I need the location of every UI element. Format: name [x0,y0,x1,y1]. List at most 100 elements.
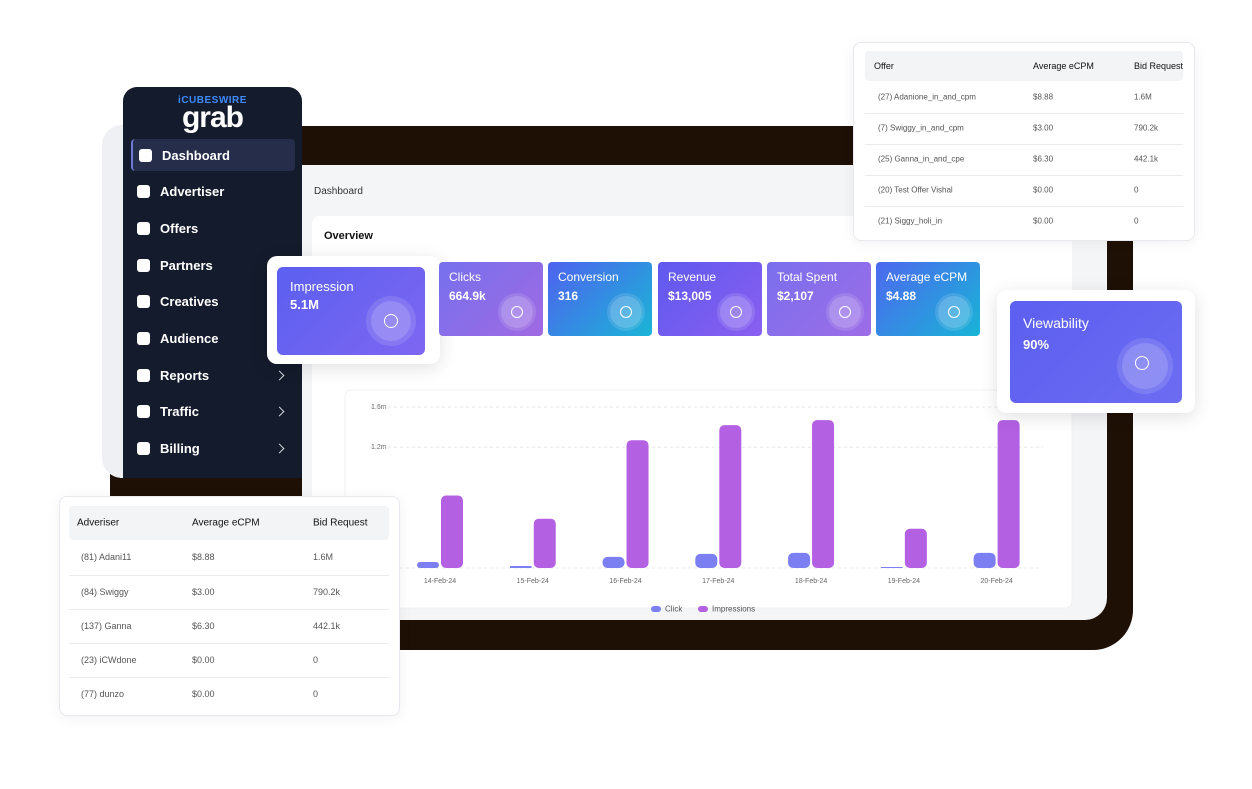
table-cell: 1.6M [1134,92,1152,102]
table-cell: $0.00 [192,689,215,699]
bar [695,553,718,568]
stat-label: Total Spent [777,270,838,284]
breadcrumb: Dashboard [314,186,363,197]
stat-card: Revenue $13,005 [658,262,762,336]
bar [416,561,439,568]
menu-item[interactable]: Audience [131,322,293,354]
bar [812,420,835,568]
stat-icon [371,301,411,341]
stat-icon [720,296,752,328]
bar [719,425,742,568]
stat-icon [938,296,970,328]
brand-logo: grab [181,101,244,134]
stat-label: Revenue [668,270,717,284]
legend-swatch [651,606,661,612]
stat-icon [829,296,861,328]
data-table: Adveriser Average eCPM Bid Request (81) Ada… [59,496,400,716]
table-cell: (84) Swiggy [81,587,129,597]
stat-value: 5.1M [290,297,319,312]
bar [880,566,903,568]
menu-icon [137,221,150,235]
menu-item[interactable]: Reports [131,359,293,391]
table-cell: 1.6M [313,552,334,562]
table-cell: $0.00 [1033,216,1054,226]
stat-card: Impression 5.1M [277,267,425,355]
x-tick-label: 16-Feb-24 [609,578,641,585]
menu-icon [137,331,150,345]
table-cell: 0 [313,655,319,665]
x-tick-label: 19-Feb-24 [888,578,920,585]
x-tick-label: 20-Feb-24 [980,578,1012,585]
bar [509,565,532,568]
menu-item[interactable]: Partners [131,249,293,281]
table-cell: $6.30 [192,621,215,631]
x-tick-label: 14-Feb-24 [424,578,456,585]
menu-item[interactable]: Dashboard [131,139,295,171]
menu-item[interactable]: Offers [131,212,293,244]
legend-label: Click [665,605,683,614]
stat-label: Average eCPM [886,270,968,284]
table-cell: (81) Adani11 [81,552,132,562]
stat-icon [1122,343,1168,389]
table-cell: $0.00 [1033,185,1054,195]
x-tick-label: 18-Feb-24 [795,578,827,585]
table-cell: 442.1k [1134,154,1159,164]
row-separator [865,175,1183,176]
stat-icon [610,296,642,328]
table-cell: $8.88 [192,552,215,562]
table-cell: 0 [1134,216,1139,226]
bar [973,552,996,568]
table-cell: (21) Siggy_holi_in [878,216,943,226]
header-cell: Average eCPM [192,517,260,529]
menu-label: Dashboard [162,147,230,163]
menu-item[interactable]: Billing [131,432,293,464]
menu-icon [137,404,150,418]
stat-card: Conversion 316 [548,262,652,336]
table-cell: $8.88 [1033,92,1054,102]
overview-title: Overview [324,230,373,242]
menu-item[interactable]: Traffic [131,395,293,427]
row-separator [69,643,389,644]
stat-value: $13,005 [668,289,712,303]
table-cell: (77) dunzo [81,689,125,699]
impression-popout: Impression 5.1M [267,256,440,364]
menu-label: Reports [160,367,210,383]
table-cell: $6.30 [1033,154,1054,164]
table-cell: (137) Ganna [81,621,132,631]
menu-item[interactable]: Creatives [131,285,293,317]
stat-card: Average eCPM $4.88 [876,262,980,336]
bar [440,495,463,568]
menu-item[interactable]: Advertiser [131,175,293,207]
x-tick-label: 17-Feb-24 [702,578,734,585]
viewability-popout: Viewability 90% [997,290,1195,413]
row-separator [865,144,1183,145]
stat-label: Conversion [558,270,619,284]
table-cell: (23) iCWdone [81,655,137,665]
menu-icon [137,184,150,198]
stat-value: $2,107 [777,289,814,303]
data-table: Offer Average eCPM Bid Request (27) Adanion… [853,42,1195,241]
table-cell: (27) Adanione_in_and_cpm [878,92,976,102]
menu-icon [137,441,150,455]
table-header [865,51,1183,81]
stat-value: $4.88 [886,289,917,303]
menu-icon [139,148,152,162]
stat-label: Impression [290,279,354,294]
row-separator [69,575,389,576]
header-cell: Adveriser [77,517,120,529]
stat-icon [501,296,533,328]
bar [626,440,649,568]
table-cell: 0 [1134,185,1139,195]
header-cell: Offer [874,61,894,71]
menu-label: Partners [160,257,213,273]
bar [533,518,556,568]
table-cell: $3.00 [192,587,215,597]
bar [602,556,625,568]
chevron [274,370,285,380]
header-cell: Bid Request [313,517,368,529]
bar [997,420,1020,568]
menu-icon [137,294,150,308]
menu-label: Billing [160,440,200,456]
menu-label: Creatives [160,293,219,309]
